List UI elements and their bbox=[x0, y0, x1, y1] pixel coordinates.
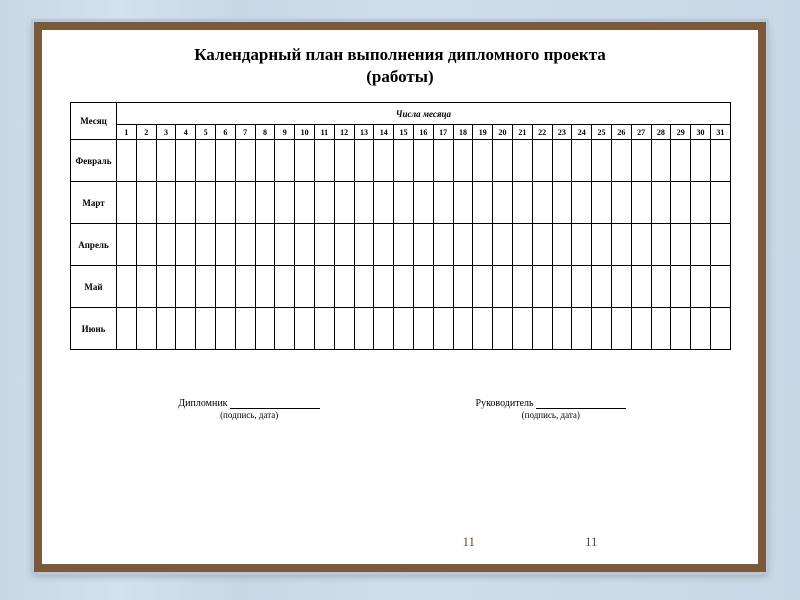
day-col: 7 bbox=[235, 125, 255, 140]
day-col: 14 bbox=[374, 125, 394, 140]
day-col: 20 bbox=[493, 125, 513, 140]
day-col: 28 bbox=[651, 125, 671, 140]
day-col: 9 bbox=[275, 125, 295, 140]
table-head: Месяц Числа месяца 1 2 3 4 5 6 7 8 9 10 bbox=[71, 103, 731, 140]
day-col: 22 bbox=[532, 125, 552, 140]
sig-right-line bbox=[536, 399, 626, 409]
month-cell: Июнь bbox=[71, 308, 117, 350]
day-col: 3 bbox=[156, 125, 176, 140]
slide-frame: Календарный план выполнения дипломного п… bbox=[34, 22, 766, 572]
day-col: 16 bbox=[413, 125, 433, 140]
day-col: 24 bbox=[572, 125, 592, 140]
day-col: 29 bbox=[671, 125, 691, 140]
day-col: 4 bbox=[176, 125, 196, 140]
day-col: 17 bbox=[433, 125, 453, 140]
signature-right: Руководитель (подпись, дата) bbox=[412, 398, 690, 420]
day-col: 15 bbox=[394, 125, 414, 140]
table-row: Июнь bbox=[71, 308, 731, 350]
day-col: 25 bbox=[592, 125, 612, 140]
signatures-row: Дипломник (подпись, дата) Руководитель (… bbox=[70, 398, 730, 420]
days-header: Числа месяца bbox=[117, 103, 731, 125]
slide-title: Календарный план выполнения дипломного п… bbox=[70, 44, 730, 88]
page-num-1: 11 bbox=[462, 534, 475, 550]
month-cell: Апрель bbox=[71, 224, 117, 266]
table-body: Февраль Март Апрель bbox=[71, 140, 731, 350]
sig-right-sub: (подпись, дата) bbox=[412, 410, 690, 420]
sig-left-sub: (подпись, дата) bbox=[110, 410, 388, 420]
day-col: 30 bbox=[691, 125, 711, 140]
page-numbers: 11 11 bbox=[42, 534, 758, 550]
month-cell: Февраль bbox=[71, 140, 117, 182]
day-col: 2 bbox=[136, 125, 156, 140]
day-col: 13 bbox=[354, 125, 374, 140]
signature-left: Дипломник (подпись, дата) bbox=[110, 398, 388, 420]
day-col: 27 bbox=[631, 125, 651, 140]
table-row: Февраль bbox=[71, 140, 731, 182]
header-row-days: 1 2 3 4 5 6 7 8 9 10 11 12 13 14 bbox=[71, 125, 731, 140]
month-cell: Март bbox=[71, 182, 117, 224]
header-row-1: Месяц Числа месяца bbox=[71, 103, 731, 125]
page-num-2: 11 bbox=[585, 534, 598, 550]
day-col: 23 bbox=[552, 125, 572, 140]
calendar-table: Месяц Числа месяца 1 2 3 4 5 6 7 8 9 10 bbox=[70, 102, 731, 350]
day-col: 5 bbox=[196, 125, 216, 140]
table-row: Апрель bbox=[71, 224, 731, 266]
day-col: 1 bbox=[117, 125, 137, 140]
title-line-2: (работы) bbox=[366, 67, 433, 86]
day-col: 10 bbox=[295, 125, 315, 140]
day-col: 31 bbox=[710, 125, 730, 140]
title-line-1: Календарный план выполнения дипломного п… bbox=[194, 45, 606, 64]
table-row: Май bbox=[71, 266, 731, 308]
sig-left-label: Дипломник bbox=[178, 398, 227, 409]
sig-right-label: Руководитель bbox=[476, 398, 534, 409]
day-col: 6 bbox=[215, 125, 235, 140]
calendar-table-wrap: Месяц Числа месяца 1 2 3 4 5 6 7 8 9 10 bbox=[70, 102, 730, 350]
sig-left-line bbox=[230, 399, 320, 409]
day-col: 26 bbox=[611, 125, 631, 140]
month-cell: Май bbox=[71, 266, 117, 308]
day-col: 19 bbox=[473, 125, 493, 140]
day-col: 18 bbox=[453, 125, 473, 140]
day-col: 21 bbox=[512, 125, 532, 140]
table-row: Март bbox=[71, 182, 731, 224]
day-col: 11 bbox=[314, 125, 334, 140]
slide-content: Календарный план выполнения дипломного п… bbox=[42, 30, 758, 564]
day-col: 8 bbox=[255, 125, 275, 140]
month-header: Месяц bbox=[71, 103, 117, 140]
day-col: 12 bbox=[334, 125, 354, 140]
